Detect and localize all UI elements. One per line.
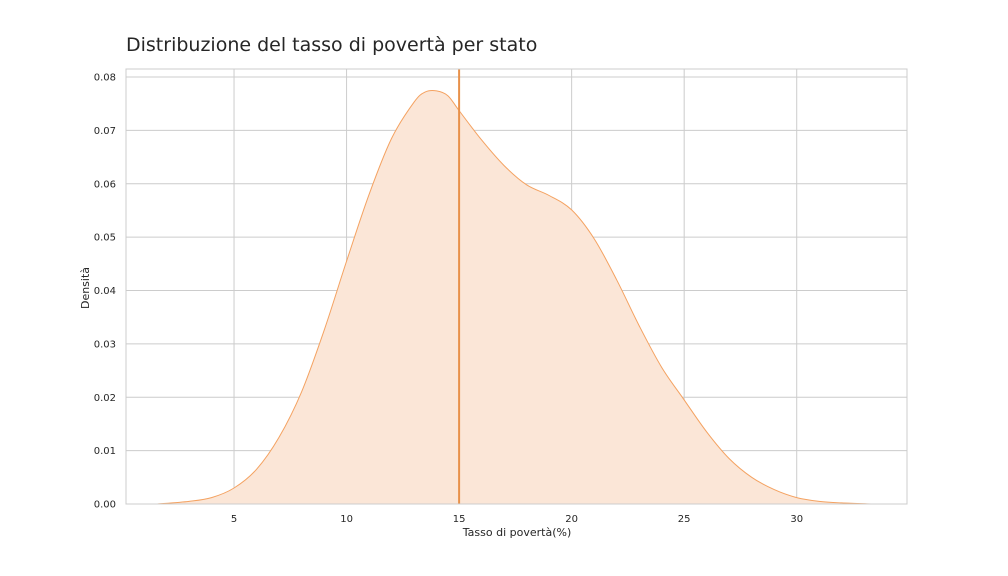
density-area-layer	[157, 89, 872, 505]
x-tick-label: 10	[340, 514, 353, 525]
y-axis-label: Densità	[79, 267, 92, 309]
density-curve	[157, 89, 872, 505]
x-tick-label: 15	[453, 514, 466, 525]
y-tick-label: 0.00	[94, 500, 116, 511]
y-tick-label: 0.07	[94, 126, 116, 137]
x-tick-label: 30	[790, 514, 803, 525]
y-tick-label: 0.02	[94, 393, 116, 404]
y-tick-label: 0.01	[94, 446, 116, 457]
density-area-fill	[157, 90, 871, 504]
plot-frame	[125, 68, 908, 505]
x-tick-label: 20	[565, 514, 578, 525]
x-tick-label: 25	[678, 514, 691, 525]
tick-labels-layer: 5 10 15 20 25 30 0.00 0.01 0.02 0.03 0.04 0.05 0.06 0…	[94, 73, 803, 525]
y-tick-label: 0.06	[94, 179, 116, 190]
y-tick-label: 0.04	[94, 286, 116, 297]
y-tick-label: 0.05	[94, 233, 116, 244]
x-tick-label: 5	[231, 514, 237, 525]
y-tick-label: 0.08	[94, 73, 116, 84]
x-axis-label: Tasso di povertà(%)	[462, 526, 571, 539]
y-tick-label: 0.03	[94, 339, 116, 350]
plot-border	[125, 68, 908, 505]
chart-title: Distribuzione del tasso di povertà per s…	[126, 34, 538, 56]
